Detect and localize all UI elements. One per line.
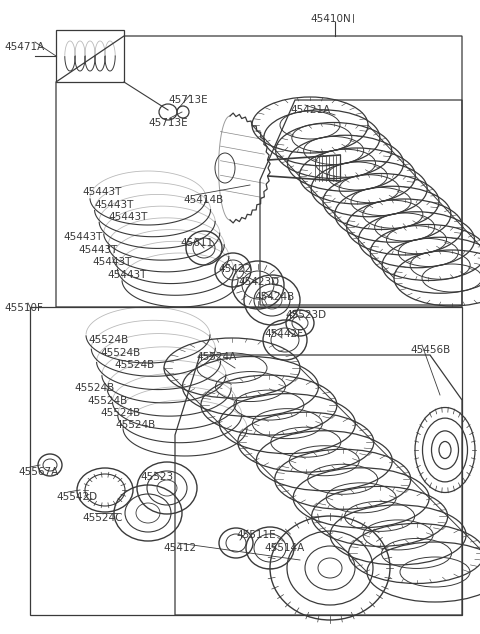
Text: 45423D: 45423D [238,277,279,287]
Text: 45410N: 45410N [310,14,351,24]
Text: 45471A: 45471A [4,42,44,52]
Text: 45524B: 45524B [100,348,140,358]
Text: 45510F: 45510F [4,303,43,313]
Text: 45542D: 45542D [56,492,97,502]
Text: 45611: 45611 [180,238,213,248]
Text: 45421A: 45421A [290,105,330,115]
Text: 45424B: 45424B [254,292,294,302]
Text: 45524C: 45524C [82,513,122,523]
Text: 45524B: 45524B [88,335,128,345]
Text: 45442F: 45442F [264,329,303,339]
Text: 45412: 45412 [163,543,196,553]
Text: 45567A: 45567A [18,467,58,477]
Text: 45443T: 45443T [82,187,121,197]
Text: 45443T: 45443T [108,212,147,222]
Text: 45524B: 45524B [74,383,114,393]
Text: 45523D: 45523D [285,310,326,320]
Text: 45422: 45422 [218,264,251,274]
Text: 45523: 45523 [140,472,173,482]
Text: 45443T: 45443T [107,270,146,280]
Text: 45443T: 45443T [92,257,132,267]
Text: 45524A: 45524A [196,352,236,362]
Text: 45524B: 45524B [115,420,155,430]
Text: 45524B: 45524B [114,360,154,370]
Text: 45443T: 45443T [94,200,133,210]
Text: 45511E: 45511E [236,530,276,540]
Text: 45443T: 45443T [63,232,102,242]
Text: 45524B: 45524B [87,396,127,406]
Text: 45713E: 45713E [148,118,188,128]
Text: 45713E: 45713E [168,95,208,105]
Text: 45414B: 45414B [183,195,223,205]
Text: 45456B: 45456B [410,345,450,355]
Text: 45443T: 45443T [78,245,118,255]
Text: 45514A: 45514A [264,543,304,553]
Text: 45524B: 45524B [100,408,140,418]
